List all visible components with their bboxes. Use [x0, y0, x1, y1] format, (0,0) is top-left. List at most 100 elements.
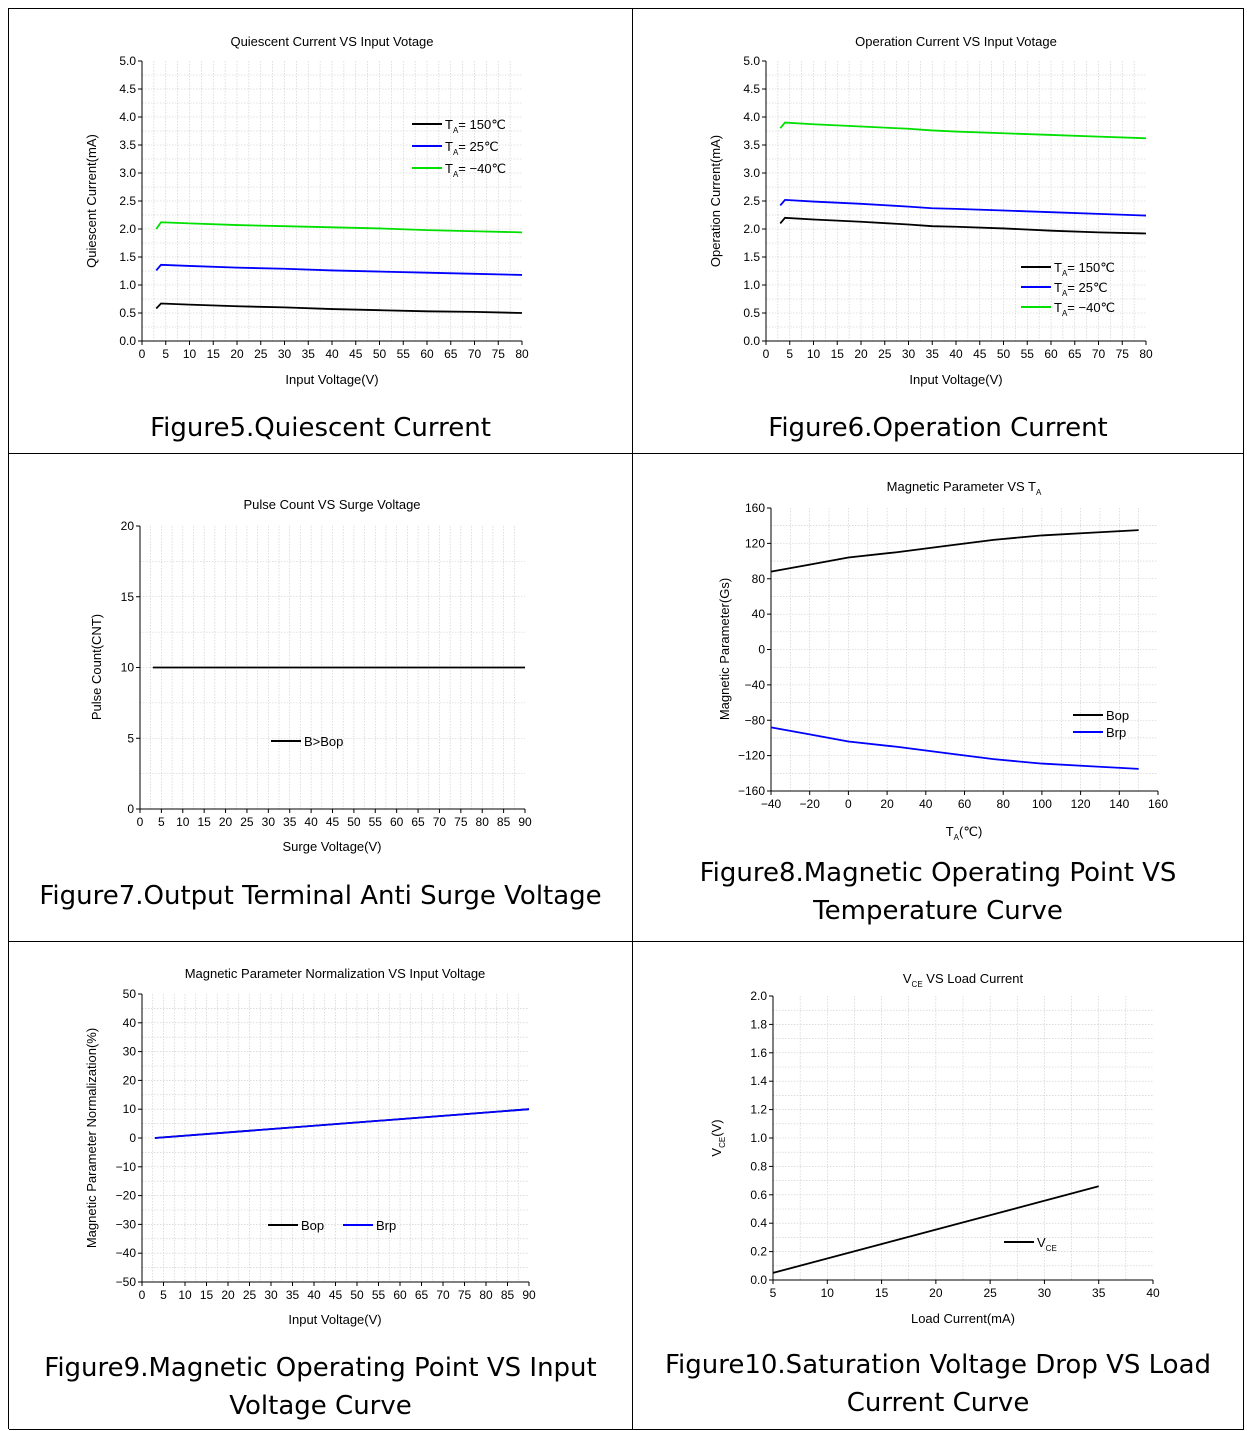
chart-title: Pulse Count VS Surge Voltage — [243, 497, 420, 512]
y-tick-label: 4.5 — [119, 82, 136, 96]
y-tick-label: 40 — [752, 607, 766, 621]
y-tick-label: −50 — [116, 1275, 137, 1289]
pulse-count-chart: 0 5 10 15 20 25 30 35 40 45 50 55 60 65 70 75 80 85 900510… — [89, 497, 532, 854]
y-tick-label: 120 — [745, 536, 765, 550]
y-tick-label: 80 — [752, 572, 766, 586]
x-tick-label: 20 — [230, 347, 244, 361]
x-tick-label: −20 — [800, 797, 821, 811]
x-tick-label: 15 — [200, 1288, 214, 1302]
figure8-cell: −40 −20 0 20 40 60 80 100 120 140 160 −160 −120 −80 −4… — [633, 454, 1244, 942]
y-tick-label: 5.0 — [743, 54, 760, 68]
y-tick-label: 1.6 — [750, 1046, 767, 1060]
y-tick-label: −40 — [116, 1246, 137, 1260]
x-tick-label: 50 — [373, 347, 387, 361]
x-tick-label: 30 — [1038, 1286, 1052, 1300]
figure7-cell: 0 5 10 15 20 25 30 35 40 45 50 55 60 65 70 75 80 85 90 0 5 10… — [9, 454, 633, 942]
figure7-caption: Figure7.Output Terminal Anti Surge Volta… — [39, 881, 602, 911]
x-tick-label: 25 — [240, 815, 254, 829]
y-tick-label: 4.0 — [119, 110, 136, 124]
chart-title: Operation Current VS Input Votage — [855, 34, 1057, 49]
x-tick-label: 25 — [983, 1286, 997, 1300]
y-tick-label: −20 — [116, 1189, 137, 1203]
legend: TA= 150℃ TA= 25℃ TA= −40℃ — [1021, 260, 1115, 318]
series-line-bop — [770, 529, 1139, 573]
x-tick-label: 20 — [929, 1286, 943, 1300]
x-tick-label: 15 — [831, 347, 845, 361]
x-tick-label: 80 — [515, 347, 529, 361]
x-tick-label: 45 — [329, 1288, 343, 1302]
x-tick-label: 70 — [433, 815, 447, 829]
chart-title: VCE VS Load Current — [903, 971, 1024, 989]
x-tick-label: 5 — [162, 347, 169, 361]
x-tick-label: 35 — [1092, 1286, 1106, 1300]
x-tick-label: 25 — [243, 1288, 257, 1302]
y-tick-label: 10 — [121, 661, 135, 675]
y-tick-label: 1.5 — [119, 250, 136, 264]
figure6-cell: 0 5 10 15 20 25 30 35 40 45 50 55 60 65 70 75 80 0.0 0.5 1.… — [633, 9, 1244, 454]
y-tick-label: 3.0 — [119, 166, 136, 180]
x-tick-label: −40 — [761, 797, 782, 811]
grid-lines — [766, 61, 1146, 341]
x-tick-label: 60 — [420, 347, 434, 361]
y-tick-label: 1.0 — [750, 1131, 767, 1145]
legend-label: TA= 25℃ — [445, 139, 499, 157]
legend-label: Bop — [301, 1218, 324, 1233]
x-tick-label: 30 — [902, 347, 916, 361]
x-tick-label: 65 — [444, 347, 458, 361]
x-axis-label: Load Current(mA) — [911, 1311, 1015, 1326]
quiescent-current-chart: 0 5 10 15 20 25 30 35 40 45 50 55 60 65 70 75 80 0.0 0.5 1.… — [84, 34, 529, 387]
x-tick-label: 10 — [821, 1286, 835, 1300]
x-tick-label: 0 — [139, 1288, 146, 1302]
y-tick-label: 3.5 — [119, 138, 136, 152]
x-tick-label: 10 — [183, 347, 197, 361]
legend-label: TA= −40℃ — [1054, 300, 1115, 318]
x-tick-label: 45 — [349, 347, 363, 361]
legend: Bop Brp — [268, 1218, 396, 1233]
series-line-t — [779, 216, 1147, 235]
x-tick-label: 50 — [997, 347, 1011, 361]
y-tick-label: 5.0 — [119, 54, 136, 68]
x-tick-label: 65 — [1068, 347, 1082, 361]
x-tick-label: 50 — [350, 1288, 364, 1302]
series-line-v — [772, 1185, 1099, 1274]
y-tick-label: 0.2 — [750, 1245, 767, 1259]
y-axis-label: Magnetic Parameter Normalization(%) — [84, 1028, 99, 1248]
legend-label: Bop — [1106, 708, 1129, 723]
x-tick-label: 15 — [875, 1286, 889, 1300]
figure10-caption-line2: Current Curve — [846, 1388, 1030, 1418]
x-tick-label: 70 — [468, 347, 482, 361]
x-tick-label: 80 — [479, 1288, 493, 1302]
y-tick-label: 0.0 — [750, 1273, 767, 1287]
figure9-caption-line2: Voltage Curve — [229, 1391, 412, 1421]
chart-title: Quiescent Current VS Input Votage — [230, 34, 433, 49]
legend-label: TA= 150℃ — [445, 117, 506, 135]
x-tick-label: 60 — [1044, 347, 1058, 361]
x-tick-label: 40 — [1146, 1286, 1160, 1300]
x-tick-label: 0 — [137, 815, 144, 829]
grid-lines — [771, 508, 1158, 791]
y-tick-label: 1.5 — [743, 250, 760, 264]
x-tick-label: 75 — [454, 815, 468, 829]
x-tick-label: 80 — [1139, 347, 1153, 361]
x-tick-label: 5 — [158, 815, 165, 829]
figure5-caption: Figure5.Quiescent Current — [150, 413, 491, 443]
y-tick-label: −10 — [116, 1160, 137, 1174]
y-tick-label: 3.0 — [743, 166, 760, 180]
legend: TA= 150℃ TA= 25℃ TA= −40℃ — [412, 117, 506, 179]
y-tick-label: −80 — [745, 713, 766, 727]
x-tick-label: 40 — [949, 347, 963, 361]
legend-label: VCE — [1037, 1235, 1057, 1253]
series-line-brp — [770, 726, 1139, 770]
x-tick-label: 20 — [219, 815, 233, 829]
y-tick-label: 0.4 — [750, 1216, 767, 1230]
grid-lines — [773, 996, 1153, 1280]
y-tick-label: 0 — [758, 643, 765, 657]
x-tick-label: 100 — [1032, 797, 1052, 811]
y-tick-label: 0.0 — [119, 334, 136, 348]
x-tick-label: 60 — [390, 815, 404, 829]
y-tick-label: 0.0 — [743, 334, 760, 348]
legend-label: TA= 25℃ — [1054, 280, 1108, 298]
y-tick-label: 3.5 — [743, 138, 760, 152]
chart-title: Magnetic Parameter Normalization VS Inpu… — [185, 966, 486, 981]
y-tick-label: 160 — [745, 501, 765, 515]
